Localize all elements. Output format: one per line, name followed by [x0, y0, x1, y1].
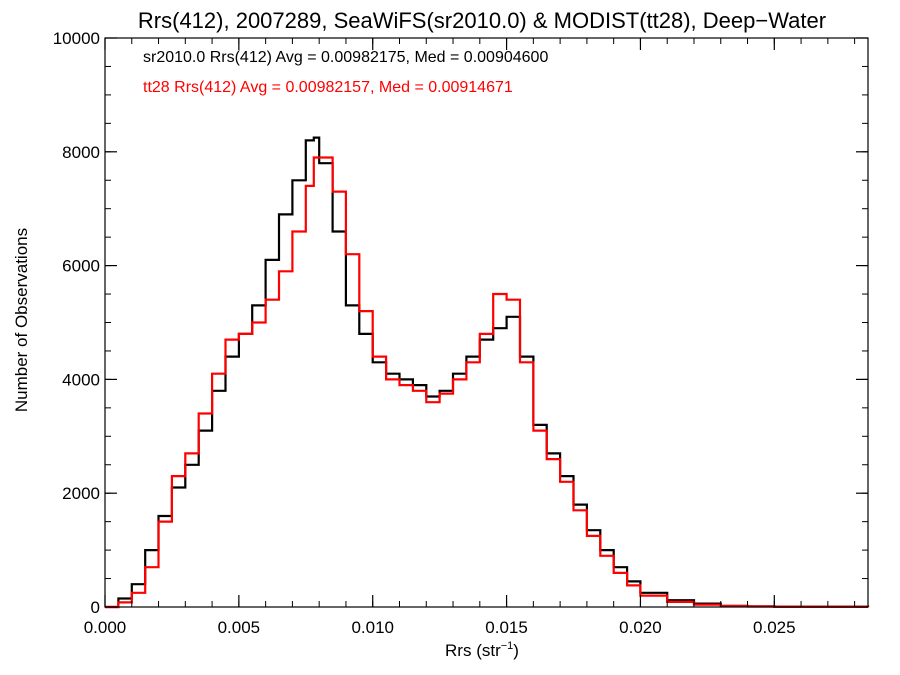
- x-tick-label: 0.020: [619, 618, 662, 637]
- y-axis-label: Number of Observations: [12, 228, 31, 412]
- x-tick-label: 0.025: [753, 618, 796, 637]
- x-axis-label-superscript: −1: [501, 640, 514, 652]
- x-axis-label-main: Rrs (str: [445, 641, 501, 660]
- y-tick-label: 10000: [53, 29, 100, 48]
- x-axis-label-close: ): [513, 641, 519, 660]
- annotation-tt28-stats: tt28 Rrs(412) Avg = 0.00982157, Med = 0.…: [143, 79, 513, 96]
- chart-title: Rrs(412), 2007289, SeaWiFS(sr2010.0) & M…: [138, 8, 826, 33]
- y-tick-label: 0: [91, 598, 100, 617]
- x-tick-label: 0.010: [351, 618, 394, 637]
- y-tick-label: 6000: [62, 257, 100, 276]
- x-tick-label: 0.005: [218, 618, 261, 637]
- x-tick-label: 0.000: [84, 618, 127, 637]
- series-line-1: [105, 156, 870, 609]
- y-tick-label: 8000: [62, 143, 100, 162]
- axes: 0.000 0.005 0.010 0.015 0.020 0.025 0 2000 4000 6…: [53, 29, 869, 637]
- y-tick-label: 4000: [62, 370, 100, 389]
- y-tick-label: 2000: [62, 484, 100, 503]
- plot-area: [105, 136, 870, 609]
- annotation-sr2010-stats: sr2010.0 Rrs(412) Avg = 0.00982175, Med …: [143, 49, 548, 66]
- x-axis-label: Rrs (str−1): [445, 640, 519, 660]
- x-tick-label: 0.015: [485, 618, 528, 637]
